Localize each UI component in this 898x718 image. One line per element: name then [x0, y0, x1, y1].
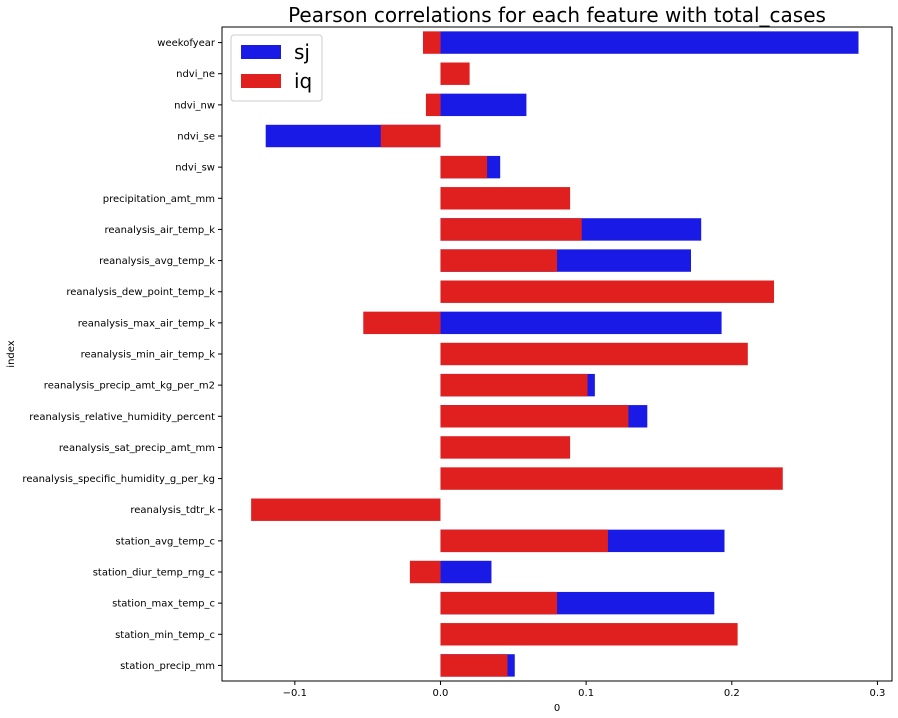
bars-layer — [251, 31, 859, 677]
x-tick-label: 0.2 — [724, 688, 740, 699]
y-tick-label-station_precip_mm: station_precip_mm — [120, 661, 215, 672]
bar-iq-ndvi_sw — [440, 155, 488, 179]
bar-iq-reanalysis_dew_point_temp_k — [440, 280, 775, 303]
bar-iq-reanalysis_tdtr_k — [251, 498, 441, 521]
bar-iq-station_diur_temp_rng_c — [409, 560, 441, 584]
bar-iq-precipitation_amt_mm — [440, 187, 571, 210]
y-tick-label-station_avg_temp_c: station_avg_temp_c — [116, 536, 215, 547]
y-tick-label-weekofyear: weekofyear — [157, 38, 216, 49]
y-tick-labels: weekofyear ndvi_ne ndvi_nw ndvi_se ndvi_swpr… — [22, 38, 222, 672]
x-axis-label: 0 — [554, 703, 560, 714]
legend-swatch-sj — [241, 45, 281, 59]
bar-iq-reanalysis_avg_temp_k — [440, 249, 557, 272]
y-tick-label-station_min_temp_c: station_min_temp_c — [115, 630, 215, 641]
y-tick-label-ndvi_se: ndvi_se — [177, 132, 215, 143]
legend-swatch-iq — [241, 74, 281, 88]
y-tick-label-reanalysis_sat_precip_amt_mm: reanalysis_sat_precip_amt_mm — [59, 443, 215, 454]
bar-iq-reanalysis_air_temp_k — [440, 218, 582, 241]
x-axis-ticks: −0.1 0.0 0.1 0.2 0.3 — [283, 681, 885, 699]
y-tick-label-reanalysis_avg_temp_k: reanalysis_avg_temp_k — [99, 256, 215, 267]
x-tick-label: −0.1 — [283, 688, 307, 699]
x-tick-label: 0.3 — [869, 688, 885, 699]
bar-iq-reanalysis_precip_amt_kg_per_m2 — [440, 373, 588, 397]
bar-iq-reanalysis_specific_humidity_g_per_kg — [440, 467, 783, 490]
x-tick-label: 0.1 — [578, 688, 594, 699]
y-tick-label-reanalysis_min_air_temp_k: reanalysis_min_air_temp_k — [81, 350, 216, 361]
y-tick-label-precipitation_amt_mm: precipitation_amt_mm — [103, 194, 215, 205]
x-tick-label: 0.0 — [433, 688, 449, 699]
y-tick-label-reanalysis_specific_humidity_g_per_kg: reanalysis_specific_humidity_g_per_kg — [22, 474, 215, 485]
y-tick-label-ndvi_nw: ndvi_nw — [174, 100, 215, 111]
bar-iq-reanalysis_sat_precip_amt_mm — [440, 436, 571, 459]
bar-iq-weekofyear — [423, 31, 441, 54]
bar-sj-station_diur_temp_rng_c — [440, 560, 492, 584]
bar-iq-ndvi_se — [380, 124, 441, 148]
bar-iq-station_avg_temp_c — [440, 529, 608, 553]
legend-label-sj: sj — [294, 40, 310, 64]
y-tick-label-reanalysis_relative_humidity_percent: reanalysis_relative_humidity_percent — [29, 412, 215, 423]
chart-title: Pearson correlations for each feature wi… — [288, 3, 826, 27]
bar-iq-station_min_temp_c — [440, 623, 738, 646]
legend-label-iq: iq — [294, 69, 312, 93]
y-tick-label-reanalysis_tdtr_k: reanalysis_tdtr_k — [130, 505, 215, 516]
bar-iq-reanalysis_max_air_temp_k — [363, 311, 441, 335]
bar-sj-weekofyear — [440, 31, 859, 54]
bar-sj-ndvi_nw — [440, 93, 527, 117]
bar-iq-station_precip_mm — [440, 654, 508, 677]
y-tick-label-ndvi_ne: ndvi_ne — [176, 69, 215, 80]
y-tick-label-reanalysis_dew_point_temp_k: reanalysis_dew_point_temp_k — [66, 287, 215, 298]
bar-iq-ndvi_nw — [425, 93, 441, 117]
plot-frame — [221, 26, 893, 682]
y-tick-label-station_max_temp_c: station_max_temp_c — [112, 599, 215, 610]
bar-iq-station_max_temp_c — [440, 591, 557, 615]
bar-iq-ndvi_ne — [440, 62, 470, 85]
y-tick-label-reanalysis_precip_amt_kg_per_m2: reanalysis_precip_amt_kg_per_m2 — [44, 381, 215, 392]
y-tick-label-ndvi_sw: ndvi_sw — [175, 163, 215, 174]
bar-iq-reanalysis_relative_humidity_percent — [440, 405, 629, 428]
y-tick-label-reanalysis_air_temp_k: reanalysis_air_temp_k — [104, 225, 215, 236]
bar-iq-reanalysis_min_air_temp_k — [440, 342, 748, 366]
y-axis-label: index — [6, 340, 17, 367]
legend: sj iq — [230, 34, 323, 102]
y-tick-label-station_diur_temp_rng_c: station_diur_temp_rng_c — [93, 568, 215, 579]
y-tick-label-reanalysis_max_air_temp_k: reanalysis_max_air_temp_k — [78, 318, 215, 329]
bar-sj-reanalysis_max_air_temp_k — [440, 311, 722, 335]
